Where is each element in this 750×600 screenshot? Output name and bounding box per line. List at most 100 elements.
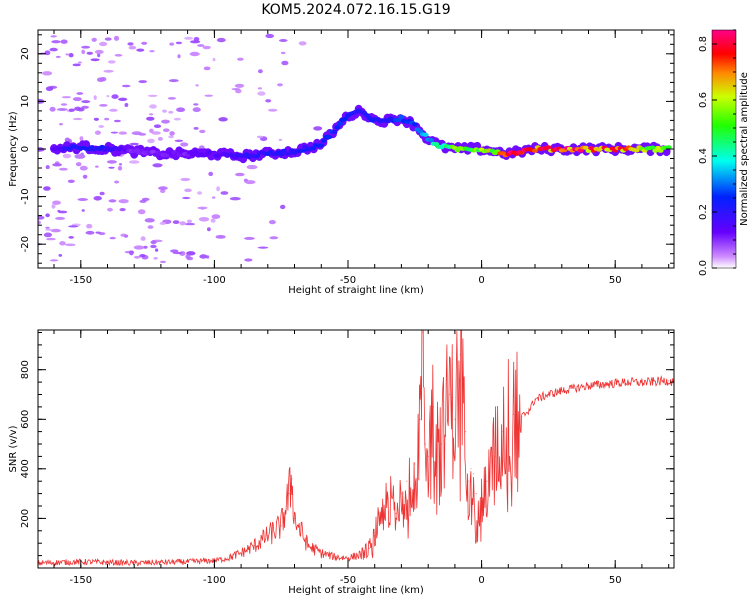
spectrogram-noise-cell	[152, 163, 163, 168]
spectrogram-noise-cell	[68, 53, 74, 58]
spectrogram-noise-cell	[147, 94, 158, 97]
x-tick-label: -150	[69, 575, 92, 586]
snr-point	[395, 512, 397, 515]
spectrogram-noise-cell	[138, 133, 147, 136]
spectrogram-noise-cell	[153, 124, 162, 128]
spectrogram-noise-cell	[117, 166, 123, 171]
spectrogram-noise-cell	[51, 204, 56, 209]
spectrogram-noise-cell	[265, 33, 275, 39]
spectrogram-ridge-cell	[398, 114, 405, 119]
spectrogram-noise-cell	[149, 50, 155, 53]
snr-point	[334, 556, 336, 558]
spectrogram-noise-cell	[162, 109, 167, 113]
spectrogram-ridge-cell	[411, 122, 418, 127]
spectrogram-noise-cell	[98, 125, 105, 128]
spectrogram-noise-cell	[269, 236, 279, 240]
y-tick-label: 800	[20, 360, 31, 379]
snr-point	[419, 418, 421, 420]
spectrogram-noise-cell	[139, 199, 147, 203]
spectrogram-ridge-cell	[334, 125, 341, 130]
spectrogram-noise-cell	[119, 208, 126, 212]
y-tick-label: 10	[20, 95, 31, 108]
spectrogram-noise-cell	[56, 108, 68, 111]
x-tick-label: -150	[69, 275, 92, 286]
spectrogram-noise-cell	[45, 226, 50, 229]
spectrogram-noise-cell	[199, 254, 208, 259]
spectrogram-noise-cell	[172, 220, 180, 225]
snr-point	[427, 455, 429, 457]
snr-point	[601, 383, 603, 386]
spectrogram-noise-cell	[313, 126, 323, 131]
snr-point	[440, 443, 443, 445]
spectrogram-ridge-cell	[342, 116, 349, 121]
spectrogram-noise-cell	[158, 186, 168, 191]
spectrogram-noise-cell	[85, 230, 95, 235]
spectrogram-marks	[38, 33, 672, 264]
snr-point	[494, 455, 496, 457]
spectrogram-noise-cell	[57, 209, 61, 213]
y-tick-label: 200	[20, 509, 31, 528]
snr-point	[387, 498, 389, 500]
spectrogram-noise-cell	[256, 135, 264, 139]
spectrogram-noise-cell	[197, 44, 205, 47]
spectrogram-ridge-cell	[545, 145, 552, 150]
spectrogram-ridge-cell	[280, 148, 287, 153]
spectrogram-noise-cell	[133, 245, 145, 250]
spectrogram-noise-cell	[49, 259, 59, 262]
snr-point	[320, 552, 322, 554]
spectrogram-ridge-cell	[326, 135, 333, 140]
spectrogram-noise-cell	[277, 83, 283, 87]
spectrogram-noise-cell	[124, 234, 129, 238]
spectrogram-noise-cell	[180, 142, 189, 147]
spectrogram-noise-cell	[265, 99, 272, 103]
snr-point	[475, 493, 477, 495]
spectrogram-noise-cell	[137, 209, 146, 215]
snr-point	[513, 413, 515, 415]
spectrogram-noise-cell	[60, 103, 68, 106]
snr-point	[400, 493, 402, 495]
spectrogram-noise-cell	[146, 116, 155, 121]
colorbar-ticks: 0.0 0.2 0.4 0.6 0.8	[698, 29, 736, 276]
spectrogram-noise-cell	[231, 88, 241, 91]
spectrogram-noise-cell	[99, 191, 105, 196]
spectrogram-noise-cell	[72, 63, 81, 67]
colorbar-tick-label: 0.6	[698, 92, 709, 108]
spectrogram-ridge-cell	[192, 150, 199, 155]
spectrogram-noise-cell	[45, 165, 50, 170]
spectrogram-noise-cell	[244, 180, 256, 185]
spectrogram-noise-cell	[79, 136, 84, 141]
spectrogram-noise-cell	[168, 110, 174, 114]
snr-point	[521, 416, 523, 418]
spectrogram-noise-cell	[280, 204, 286, 210]
x-tick-label: -50	[340, 575, 356, 586]
spectrogram-noise-cell	[46, 237, 56, 241]
spectrogram-noise-cell	[172, 251, 183, 255]
spectrogram-noise-cell	[52, 163, 62, 167]
spectrogram-noise-cell	[128, 45, 137, 50]
snr-point	[291, 478, 293, 480]
spectrogram-noise-cell	[86, 223, 93, 229]
spectrogram-noise-cell	[99, 41, 108, 47]
spectrogram-noise-cell	[138, 80, 147, 84]
spectrogram-noise-cell	[237, 57, 244, 61]
spectrogram-noise-cell	[141, 41, 148, 45]
spectrogram-noise-cell	[58, 167, 68, 171]
spectrogram-noise-cell	[218, 117, 228, 122]
colorbar: 0.0 0.2 0.4 0.6 0.8 Normalized spectral ampl…	[698, 29, 750, 276]
spectrogram-noise-cell	[203, 66, 211, 71]
spectrogram-noise-cell	[161, 119, 170, 124]
snr-point	[561, 390, 563, 392]
spectrogram-noise-cell	[144, 218, 155, 223]
snr-point	[288, 493, 290, 495]
snr-point	[465, 431, 467, 433]
spectrogram-noise-cell	[212, 57, 216, 62]
spectrogram-y-label: Frequency (Hz)	[8, 111, 19, 187]
spectrogram-noise-cell	[81, 105, 89, 109]
spectrogram-noise-cell	[104, 37, 112, 41]
spectrogram-noise-cell	[160, 189, 166, 194]
spectrogram-noise-cell	[97, 53, 101, 58]
snr-point	[293, 517, 296, 520]
spectrogram-noise-cell	[147, 138, 155, 144]
snr-point	[587, 385, 590, 387]
spectrogram-noise-cell	[109, 108, 118, 112]
